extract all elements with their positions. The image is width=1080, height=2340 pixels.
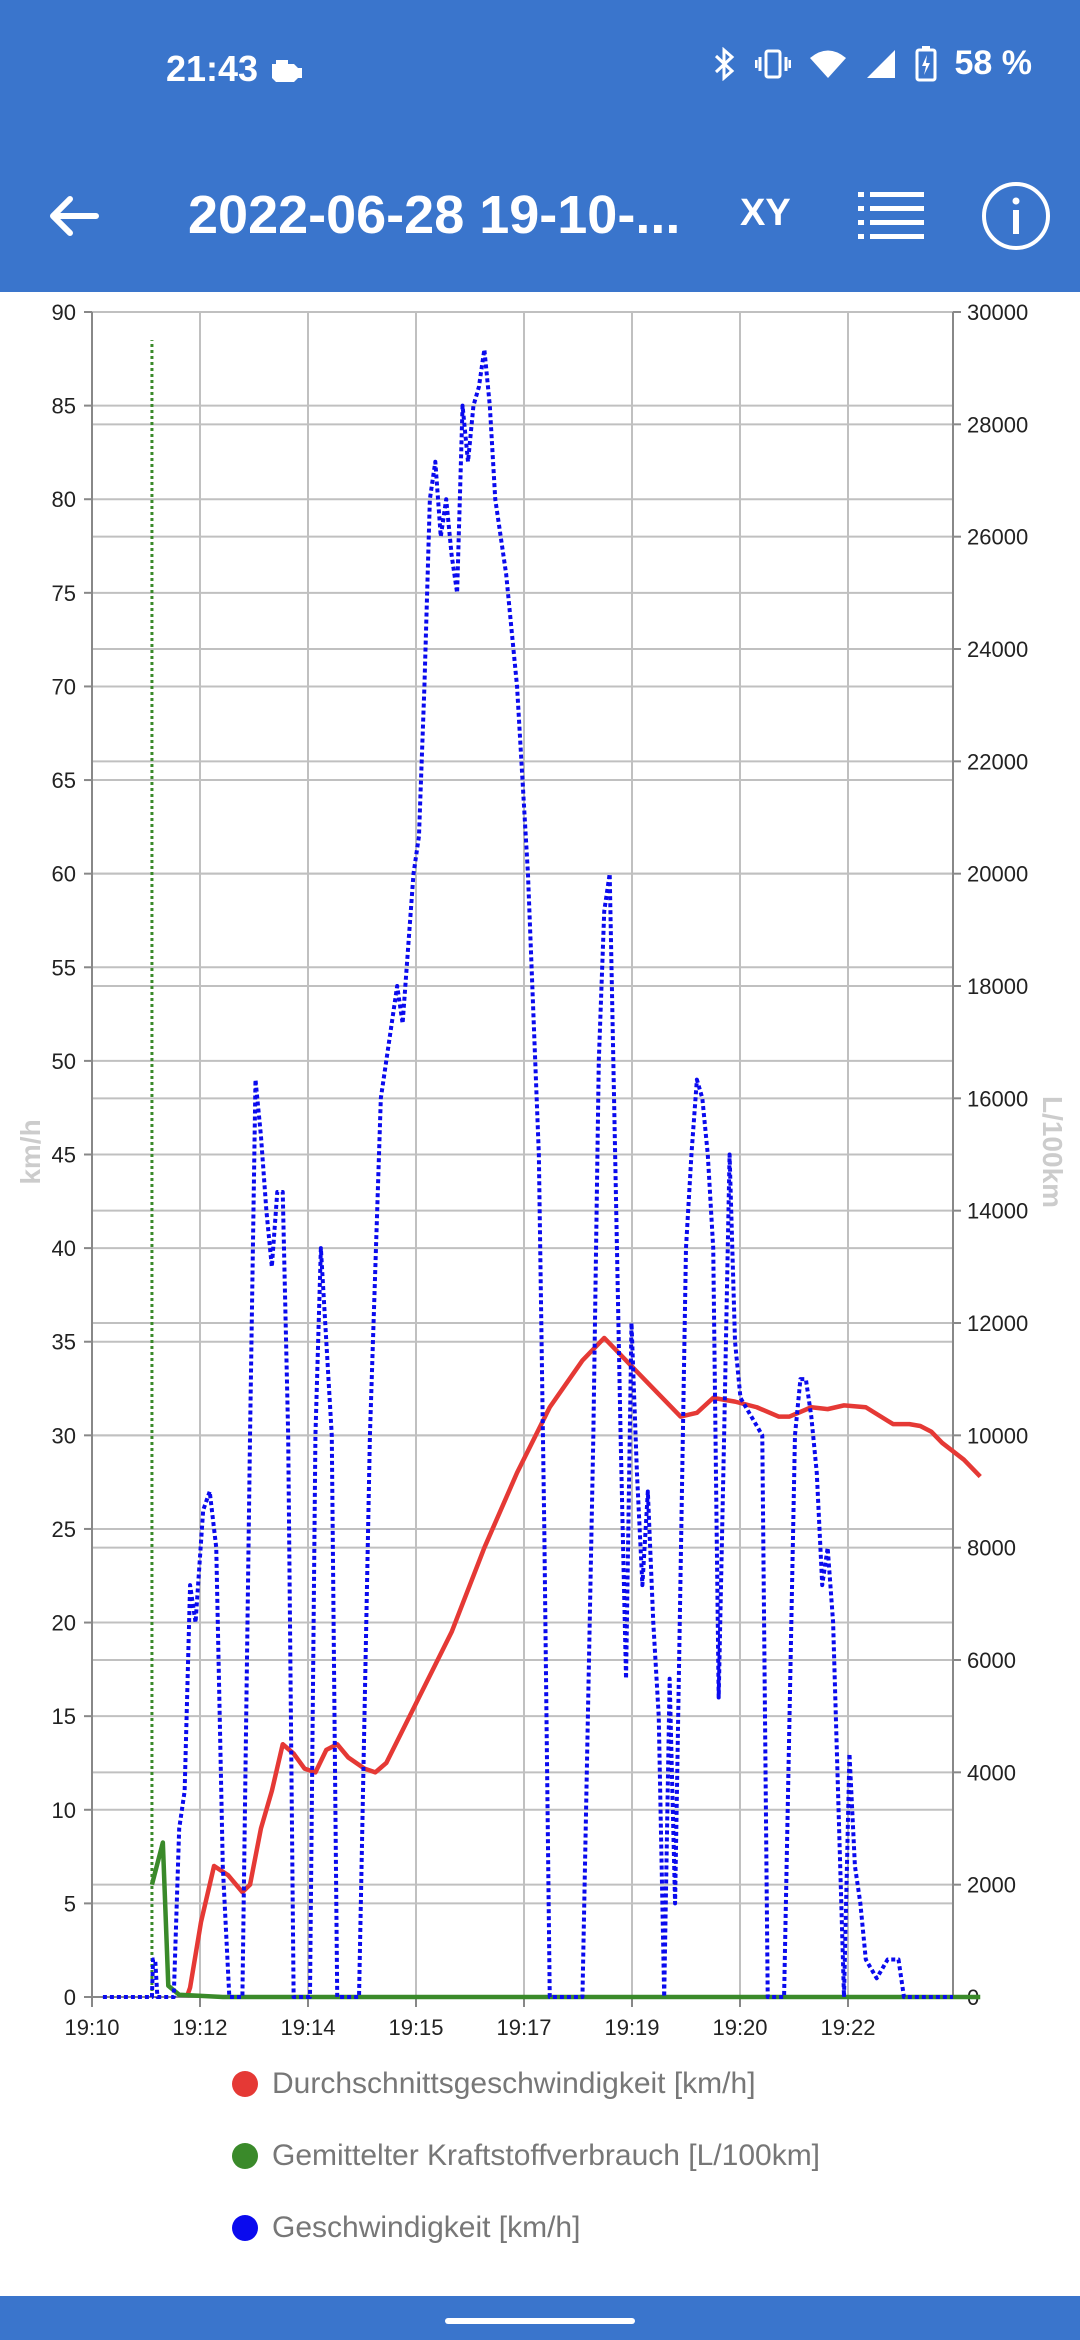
y-tick-label-right: 14000 <box>967 1199 1028 1224</box>
y-tick-label-left: 40 <box>52 1236 76 1261</box>
y-tick-label-right: 30000 <box>967 300 1028 325</box>
y-tick-label-right: 24000 <box>967 637 1028 662</box>
series-avg-speed-line <box>184 1335 982 1998</box>
y-tick-label-left: 45 <box>52 1143 76 1168</box>
x-tick-label: 19:14 <box>280 2015 335 2040</box>
clock: 21:43 <box>166 48 259 89</box>
status-bar: 21:43 58 % <box>0 0 1080 140</box>
y-tick-label-right: 12000 <box>967 1311 1028 1336</box>
y-tick-label-right: 16000 <box>967 1086 1028 1111</box>
legend-dot <box>232 2071 258 2097</box>
legend-label: Durchschnittsgeschwindigkeit [km/h] <box>272 2067 756 2100</box>
y-axis-label-right: L/100km <box>1037 1096 1068 1208</box>
y-tick-label-left: 5 <box>64 1891 76 1916</box>
back-arrow-icon[interactable] <box>44 186 104 246</box>
series-fuel-line <box>149 1840 981 2000</box>
navigation-bar <box>0 2296 1080 2340</box>
legend-item-speed[interactable]: Geschwindigkeit [km/h] <box>232 2208 580 2248</box>
x-axis: 19:10 19:12 19:14 19:15 19:17 19:19 19:20 19:22 <box>64 1997 876 2040</box>
vibrate-icon <box>754 49 791 78</box>
legend-label: Geschwindigkeit [km/h] <box>272 2211 581 2244</box>
y-tick-label-right: 4000 <box>967 1760 1016 1785</box>
left-axis: 0 5 10 15 20 25 30 35 40 45 50 55 60 65 70 75 80 85 90 <box>52 300 92 2010</box>
y-tick-label-right: 26000 <box>967 525 1028 550</box>
legend-dot <box>232 2215 258 2241</box>
y-tick-label-left: 10 <box>52 1798 76 1823</box>
y-tick-label-left: 75 <box>52 581 76 606</box>
xy-button[interactable]: XY <box>740 192 791 234</box>
series-layer <box>102 340 982 2000</box>
y-tick-label-left: 80 <box>52 487 76 512</box>
info-icon[interactable] <box>980 180 1052 252</box>
legend-item-fuel[interactable]: Gemittelter Kraftstoffverbrauch [L/100km… <box>232 2136 820 2176</box>
y-axis-label-left: km/h <box>15 1119 46 1184</box>
bluetooth-icon <box>714 46 734 81</box>
y-tick-label-left: 55 <box>52 955 76 980</box>
page-title: 2022-06-28 19-10-... <box>188 185 681 245</box>
y-tick-label-left: 0 <box>64 1985 76 2010</box>
legend-dot <box>232 2143 258 2169</box>
legend-item-avg-speed[interactable]: Durchschnittsgeschwindigkeit [km/h] <box>232 2064 756 2104</box>
car-engine-icon <box>272 60 302 82</box>
y-tick-label-left: 30 <box>52 1423 76 1448</box>
app-bar: 2022-06-28 19-10-... XY <box>0 140 1080 292</box>
x-tick-label: 19:15 <box>388 2015 443 2040</box>
y-tick-label-right: 28000 <box>967 412 1028 437</box>
y-tick-label-right: 22000 <box>967 749 1028 774</box>
grid <box>91 311 954 1998</box>
series-speed-line <box>102 347 953 1999</box>
x-tick-label: 19:19 <box>604 2015 659 2040</box>
y-tick-label-left: 65 <box>52 768 76 793</box>
battery-percent: 58 % <box>954 44 1033 82</box>
y-tick-label-left: 35 <box>52 1330 76 1355</box>
home-handle[interactable] <box>445 2318 635 2324</box>
y-tick-label-left: 25 <box>52 1517 76 1542</box>
y-tick-label-left: 70 <box>52 674 76 699</box>
y-tick-label-left: 90 <box>52 300 76 325</box>
y-tick-label-left: 60 <box>52 862 76 887</box>
y-tick-label-left: 20 <box>52 1611 76 1636</box>
list-icon[interactable] <box>858 190 924 242</box>
y-tick-label-right: 10000 <box>967 1423 1028 1448</box>
y-tick-label-right: 8000 <box>967 1536 1016 1561</box>
y-tick-label-left: 15 <box>52 1704 76 1729</box>
x-tick-label: 19:17 <box>496 2015 551 2040</box>
battery-icon <box>915 45 936 81</box>
y-tick-label-left: 50 <box>52 1049 76 1074</box>
legend-label: Gemittelter Kraftstoffverbrauch [L/100km… <box>272 2139 821 2172</box>
chart: 0 5 10 15 20 25 30 35 40 45 50 55 60 65 70 75 80 85 90 0 20… <box>15 300 1068 2040</box>
right-axis: 0200040006000800010000120001400016000180… <box>953 300 1028 2010</box>
y-tick-label-right: 20000 <box>967 862 1028 887</box>
x-tick-label: 19:10 <box>64 2015 119 2040</box>
y-tick-label-left: 85 <box>52 394 76 419</box>
x-tick-label: 19:20 <box>712 2015 767 2040</box>
y-tick-label-right: 6000 <box>967 1648 1016 1673</box>
signal-icon <box>866 49 895 78</box>
x-tick-label: 19:22 <box>820 2015 875 2040</box>
x-tick-label: 19:12 <box>172 2015 227 2040</box>
wifi-icon <box>809 50 846 78</box>
y-tick-label-right: 18000 <box>967 974 1028 999</box>
y-tick-label-right: 2000 <box>967 1873 1016 1898</box>
